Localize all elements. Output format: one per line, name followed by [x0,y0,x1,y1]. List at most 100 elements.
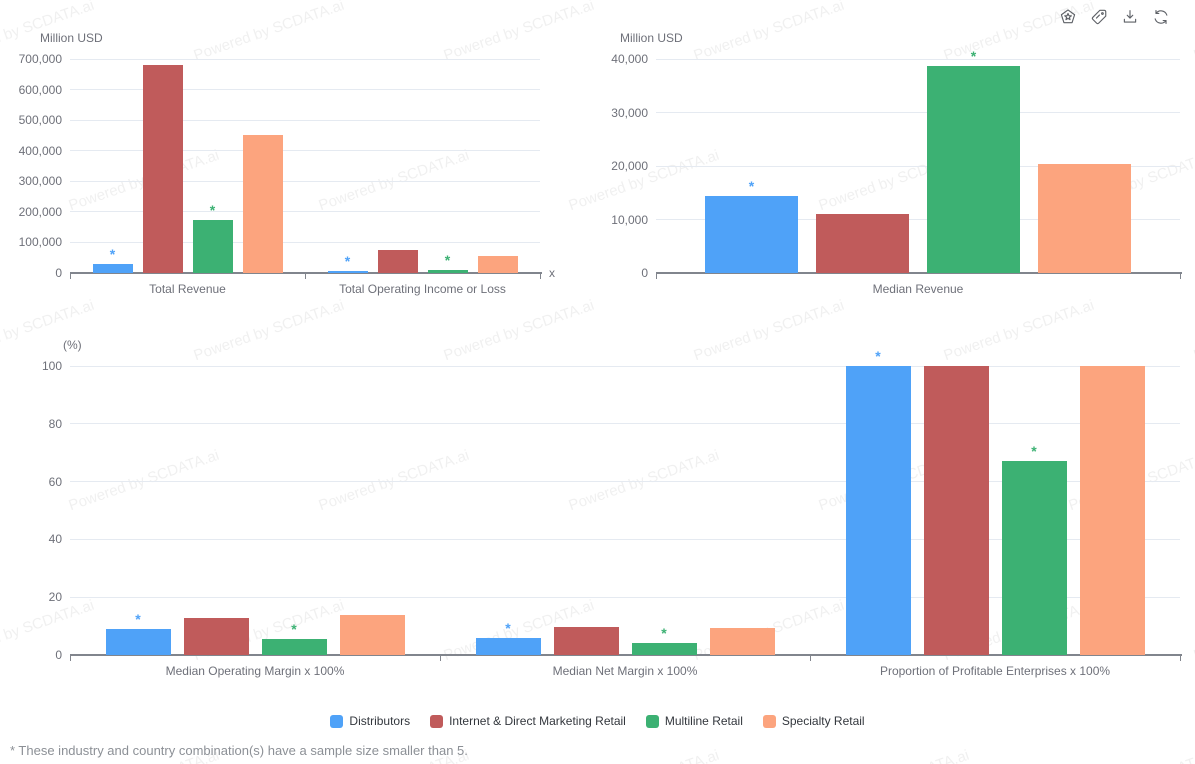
watermark-text: Powered by SCDATA.ai [817,747,972,764]
bar-distributors-median-operating-margin-x-100[interactable] [105,628,171,655]
medal-button[interactable] [1057,6,1078,27]
y-tick-label: 0 [55,648,62,662]
watermark-text: Powered by SCDATA.ai [1191,297,1195,365]
y-tick-label: 700,000 [18,52,62,66]
gridline [70,481,1180,483]
legend-item-multiline-retail[interactable]: Multiline Retail [645,714,743,728]
bar-specialty-retail-median-revenue[interactable] [1038,164,1131,273]
tag-button[interactable] [1088,6,1109,27]
bar-specialty-retail-median-net-margin-x-100[interactable] [709,627,775,655]
watermark-text: Powered by SCDATA.ai [191,0,347,65]
bar-specialty-retail-median-operating-margin-x-100[interactable] [339,615,405,655]
download-button[interactable] [1119,6,1140,27]
small-sample-asterisk: * [344,253,351,269]
small-sample-asterisk: * [135,610,141,627]
y-tick-label: 100,000 [18,235,62,250]
gridline [70,89,540,91]
bar-internet-direct-marketing-retail-median-net-margin-x-100[interactable] [553,626,619,655]
gridline [656,219,1180,220]
small-sample-asterisk: * [505,619,511,636]
small-sample-asterisk: * [291,621,297,638]
bar-distributors-total-operating-income-or-loss[interactable] [327,271,368,273]
x-axis-line [70,272,542,274]
bar-specialty-retail-proportion-of-profitable-enterprises-x-100[interactable] [1079,366,1145,655]
small-sample-asterisk: * [875,348,881,364]
watermark-text: Powered by SCDATA.ai [441,296,597,365]
y-tick-label: 60 [48,474,62,489]
gridline [70,423,1180,425]
sample-size-footnote: * These industry and country combination… [10,743,468,758]
y-tick-label: 200,000 [18,204,62,219]
y-tick-label: 10,000 [611,212,648,227]
gridline [70,596,1180,598]
bar-internet-direct-marketing-retail-total-revenue[interactable] [142,64,183,273]
bar-multiline-retail-median-net-margin-x-100[interactable] [631,642,697,655]
gridline [70,119,540,121]
y-tick-label: 300,000 [18,174,62,189]
bar-specialty-retail-total-revenue[interactable] [242,135,283,273]
legend-swatch [762,714,776,728]
y-tick-label: 500,000 [18,113,62,128]
legend-item-distributors[interactable]: Distributors [330,714,410,728]
watermark-text: Powered by SCDATA.ai [1191,0,1195,65]
x-axis-tick [1180,274,1181,279]
x-axis-line [656,272,1182,274]
y-tick-label: 80 [48,416,62,431]
legend-label: Multiline Retail [664,714,743,728]
legend-item-internet-direct-marketing-retail[interactable]: Internet & Direct Marketing Retail [430,714,626,728]
watermark-text: Powered by SCDATA.ai [567,747,722,764]
y-tick-label: 30,000 [611,105,648,120]
x-axis-tick [70,656,71,661]
chart-legend: Distributors Internet & Direct Marketing … [0,714,1195,728]
bar-distributors-total-revenue[interactable] [92,264,133,273]
bar-multiline-retail-proportion-of-profitable-enterprises-x-100[interactable] [1001,461,1067,655]
gridline [70,58,540,60]
gridline [656,165,1180,167]
bar-distributors-median-revenue[interactable] [705,196,798,273]
x-axis-tick [305,274,306,279]
bar-multiline-retail-total-revenue[interactable] [192,219,233,273]
legend-swatch [645,714,659,728]
y-tick-label: 400,000 [18,143,62,158]
y-tick-label: 100 [41,359,62,373]
x-axis-name-label: x [549,266,555,280]
y-tick-label: 0 [641,266,648,280]
bar-internet-direct-marketing-retail-median-operating-margin-x-100[interactable] [183,618,249,655]
bar-internet-direct-marketing-retail-total-operating-income-or-loss[interactable] [377,249,418,273]
x-axis-tick [540,274,541,279]
small-sample-asterisk: * [444,252,451,269]
y-axis-unit-label: Million USD [40,31,103,45]
bar-distributors-median-net-margin-x-100[interactable] [475,637,541,655]
download-icon [1123,9,1136,23]
x-axis-tick [70,274,71,279]
x-category-label: Median Net Margin x 100% [552,664,698,678]
bar-multiline-retail-median-operating-margin-x-100[interactable] [261,639,327,655]
bar-multiline-retail-total-operating-income-or-loss[interactable] [427,270,468,273]
x-category-label: Median Revenue [872,282,964,296]
x-category-label: Median Operating Margin x 100% [165,664,345,678]
x-axis-tick [1180,656,1181,661]
legend-label: Specialty Retail [781,714,865,728]
refresh-button[interactable] [1150,6,1171,27]
bar-internet-direct-marketing-retail-median-revenue[interactable] [816,214,909,273]
watermark-text: Powered by SCDATA.ai [941,296,1097,365]
gridline [70,365,1180,367]
y-tick-label: 40,000 [611,52,648,66]
legend-item-specialty-retail[interactable]: Specialty Retail [762,714,865,728]
small-sample-asterisk: * [109,246,116,263]
x-axis-tick [440,656,441,661]
watermark-text: Powered by SCDATA.ai [191,296,347,365]
small-sample-asterisk: * [970,48,977,65]
y-tick-label: 40 [48,532,62,547]
bar-multiline-retail-median-revenue[interactable] [927,66,1020,273]
bar-internet-direct-marketing-retail-proportion-of-profitable-enterprises-x-100[interactable] [923,366,989,655]
refresh-icon [1154,9,1167,24]
small-sample-asterisk: * [661,624,667,641]
gridline [70,150,540,152]
bar-distributors-proportion-of-profitable-enterprises-x-100[interactable] [845,366,911,655]
bar-specialty-retail-total-operating-income-or-loss[interactable] [477,256,518,273]
y-tick-label: 20,000 [611,159,648,173]
legend-swatch [330,714,344,728]
chart-toolbar [1057,6,1171,27]
